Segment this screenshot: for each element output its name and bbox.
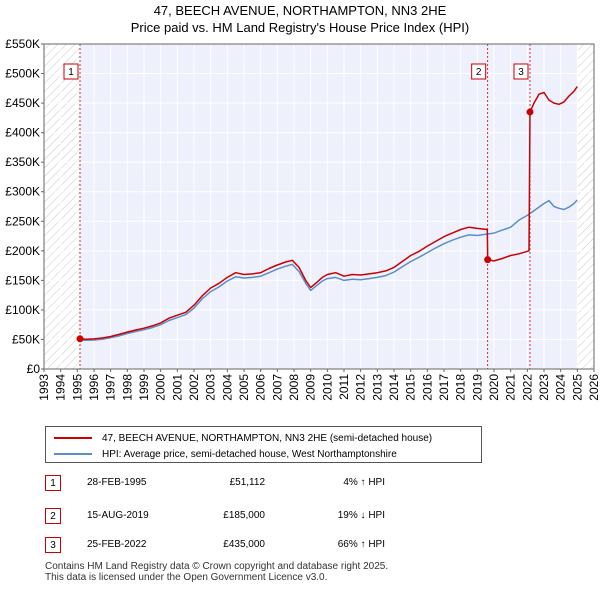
transaction-badge (63, 63, 79, 80)
y-tick-label: £100K (5, 303, 40, 317)
x-tick-label: 2024 (554, 374, 568, 401)
chart-legend: 47, BEECH AVENUE, NORTHAMPTON, NN3 2HE (… (45, 426, 482, 463)
x-tick-label: 2018 (454, 374, 468, 401)
legend-swatch-red (54, 437, 92, 439)
x-tick-label: 2005 (237, 374, 251, 401)
transaction-date: 25-FEB-2022 (87, 539, 147, 550)
x-tick-label: 2017 (437, 374, 451, 401)
legend-item-property: 47, BEECH AVENUE, NORTHAMPTON, NN3 2HE (… (54, 431, 432, 445)
footer-copyright: Contains HM Land Registry data © Crown c… (45, 561, 389, 572)
x-tick-label: 2000 (154, 374, 168, 401)
y-tick-label: £250K (5, 214, 40, 228)
x-tick-label: 2012 (354, 374, 368, 401)
series-line-property (79, 86, 578, 340)
transaction-date: 28-FEB-1995 (87, 477, 147, 488)
y-tick-label: £450K (5, 96, 40, 110)
x-tick-label: 2003 (204, 374, 218, 401)
transaction-hpi: 4% ↑ HPI (343, 477, 385, 488)
y-tick-label: £300K (5, 185, 40, 199)
x-tick-label: 2020 (487, 374, 501, 401)
transaction-number: 1 (45, 475, 61, 491)
x-tick-label: 2009 (304, 374, 318, 401)
y-tick-label: £200K (5, 244, 40, 258)
x-tick-label: 1993 (37, 374, 51, 401)
x-tick-label: 2014 (387, 374, 401, 401)
y-tick-label: £0 (27, 362, 41, 376)
x-tick-label: 2007 (270, 374, 284, 401)
transaction-price: £51,112 (229, 477, 265, 488)
price-chart: £0 £50K £100K £150K £200K £250K £300K £350K £400… (5, 37, 600, 401)
y-tick-label: £50K (12, 332, 40, 346)
transaction-price: £185,000 (223, 510, 265, 521)
transaction-point (526, 108, 534, 116)
x-tick-label: 2002 (187, 374, 201, 401)
transaction-point (484, 256, 492, 264)
legend-item-hpi: HPI: Average price, semi-detached house,… (54, 447, 397, 461)
hatch-region-before (44, 44, 80, 369)
y-tick-label: £500K (5, 67, 40, 81)
x-tick-label: 1997 (104, 374, 118, 401)
transaction-badge (471, 63, 487, 80)
legend-label-hpi: HPI: Average price, semi-detached house,… (102, 448, 397, 460)
series-line-hpi (77, 199, 578, 342)
x-tick-label: 2019 (470, 374, 484, 401)
x-tick-label: 2010 (320, 374, 334, 401)
x-tick-label: 1995 (70, 374, 84, 401)
x-tick-label: 2008 (287, 374, 301, 401)
transaction-hpi: 19% ↓ HPI (337, 510, 385, 521)
footer-licence: This data is licensed under the Open Gov… (45, 572, 328, 583)
table-row: 2 15-AUG-2019 £185,000 19% ↓ HPI (45, 508, 465, 525)
x-tick-label: 2022 (520, 374, 534, 401)
transaction-number: 3 (45, 537, 61, 553)
transaction-badge-label: 2 (476, 67, 482, 78)
transaction-badge-label: 3 (518, 67, 524, 78)
table-row: 3 25-FEB-2022 £435,000 66% ↑ HPI (45, 537, 465, 554)
y-tick-label: £550K (5, 37, 40, 51)
transaction-number: 2 (45, 508, 61, 524)
x-tick-label: 2004 (220, 374, 234, 401)
x-tick-label: 2025 (570, 374, 584, 401)
x-tick-label: 2021 (504, 374, 518, 401)
x-tick-label: 2006 (254, 374, 268, 401)
x-tick-label: 2023 (537, 374, 551, 401)
x-tick-label: 2016 (420, 374, 434, 401)
transaction-hpi: 66% ↑ HPI (337, 539, 385, 550)
legend-swatch-blue (54, 453, 92, 455)
y-tick-label: £400K (5, 126, 40, 140)
plot-frame (43, 43, 595, 370)
x-tick-label: 2013 (370, 374, 384, 401)
transaction-badge (513, 63, 529, 80)
x-tick-label: 1999 (137, 374, 151, 401)
table-row: 1 28-FEB-1995 £51,112 4% ↑ HPI (45, 475, 465, 492)
x-tick-label: 1996 (87, 374, 101, 401)
chart-title: 47, BEECH AVENUE, NORTHAMPTON, NN3 2HE (153, 3, 447, 18)
plot-background (44, 44, 594, 369)
x-tick-label: 2001 (170, 374, 184, 401)
x-tick-label: 2011 (337, 374, 351, 400)
transaction-badge-label: 1 (68, 67, 74, 78)
transaction-date: 15-AUG-2019 (87, 510, 149, 521)
y-tick-label: £350K (5, 155, 40, 169)
transaction-price: £435,000 (223, 539, 265, 550)
hatch-region-after (577, 44, 594, 369)
transaction-point (76, 335, 84, 343)
x-tick-label: 2015 (404, 374, 418, 401)
x-tick-label: 1998 (120, 374, 134, 401)
x-tick-label: 2026 (587, 374, 600, 401)
chart-subtitle: Price paid vs. HM Land Registry's House … (130, 20, 470, 35)
legend-label-property: 47, BEECH AVENUE, NORTHAMPTON, NN3 2HE (… (102, 432, 433, 444)
x-tick-label: 1994 (54, 374, 68, 401)
y-tick-label: £150K (5, 273, 40, 287)
